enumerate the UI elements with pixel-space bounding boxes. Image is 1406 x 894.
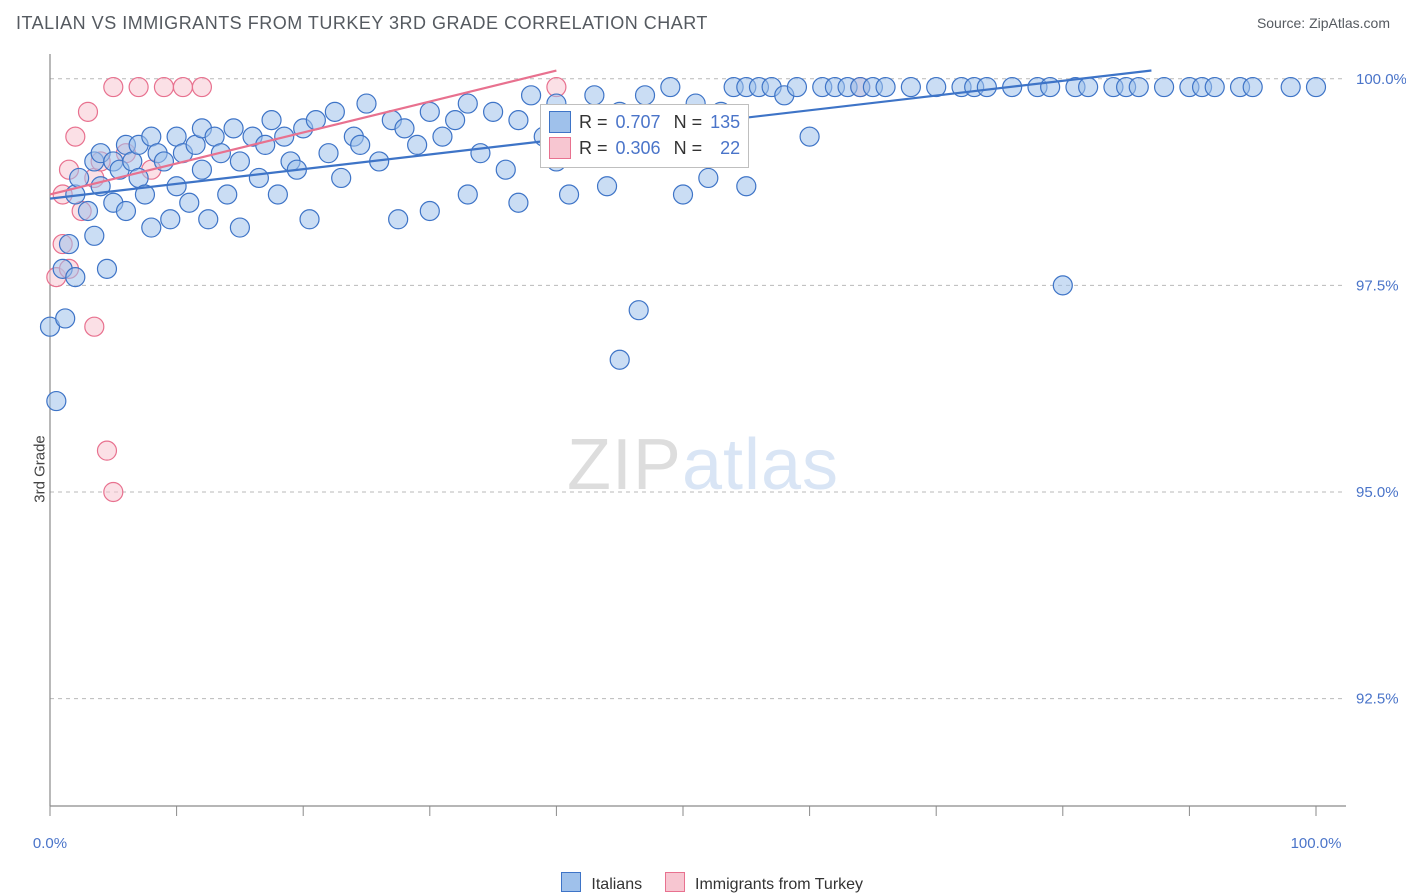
n-value-turkey: 22 [710,135,740,161]
chart-area: 3rd Grade 100.0%97.5%95.0%92.5%0.0%100.0… [0,46,1406,892]
r-value-turkey: 0.306 [616,135,661,161]
svg-text:95.0%: 95.0% [1356,484,1399,501]
y-axis-label: 3rd Grade [31,435,48,503]
chart-title: ITALIAN VS IMMIGRANTS FROM TURKEY 3RD GR… [16,13,708,34]
svg-text:0.0%: 0.0% [33,835,67,852]
series-legend: Italians Immigrants from Turkey [0,872,1406,894]
svg-text:100.0%: 100.0% [1291,835,1342,852]
legend-swatch-turkey [665,872,685,892]
swatch-turkey [549,137,571,159]
swatch-italians [549,111,571,133]
legend-label-turkey: Immigrants from Turkey [695,876,863,893]
legend-swatch-italians [561,872,581,892]
r-value-italians: 0.707 [616,109,661,135]
svg-text:97.5%: 97.5% [1356,277,1399,294]
chart-header: ITALIAN VS IMMIGRANTS FROM TURKEY 3RD GR… [0,0,1406,46]
correlation-row-turkey: R = 0.306 N = 22 [549,135,740,161]
svg-text:100.0%: 100.0% [1356,71,1406,88]
correlation-row-italians: R = 0.707 N = 135 [549,109,740,135]
scatter-chart: 100.0% 97.5% 95.0% 92.5% 0.0% 100.0% [0,46,1406,892]
svg-text:92.5%: 92.5% [1356,691,1399,708]
legend-label-italians: Italians [591,876,642,893]
correlation-legend: R = 0.707 N = 135 R = 0.306 N = 22 [540,104,749,168]
chart-source: Source: ZipAtlas.com [1257,15,1390,31]
n-value-italians: 135 [710,109,740,135]
